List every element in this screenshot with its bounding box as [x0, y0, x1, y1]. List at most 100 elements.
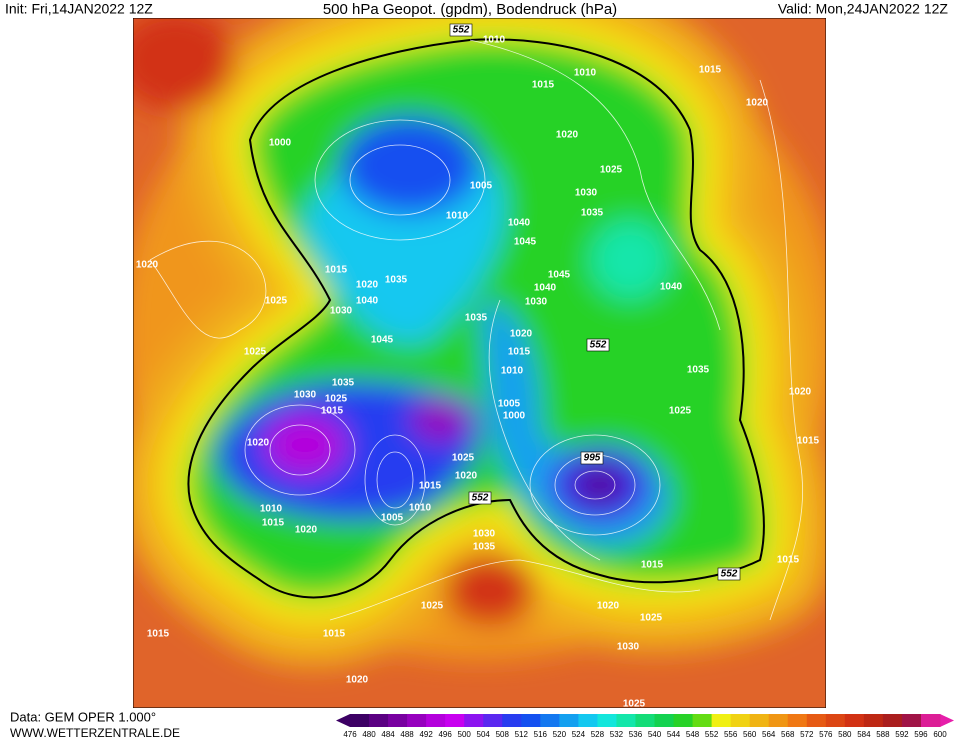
scale-swatch [350, 714, 370, 727]
scale-label: 536 [629, 730, 643, 739]
scale-swatch [540, 714, 560, 727]
scale-label: 576 [819, 730, 833, 739]
isobar-label: 1035 [385, 275, 408, 286]
isobar-label: 1020 [746, 98, 769, 109]
isobar-label: 1030 [473, 529, 496, 540]
isobar-label: 1025 [623, 699, 646, 710]
isobar-label: 552 [472, 493, 489, 504]
isobar-label: 1005 [381, 513, 404, 524]
isobar-label: 1040 [534, 283, 557, 294]
isobar-label: 1035 [465, 313, 488, 324]
scale-arrow-high [940, 714, 954, 727]
scale-label: 528 [591, 730, 605, 739]
scale-swatch [768, 714, 789, 727]
scale-swatch [559, 714, 579, 727]
contour-label-box [586, 338, 610, 352]
isobar-label: 1000 [269, 138, 292, 149]
isobar-label: 1010 [260, 504, 283, 515]
scale-swatch [407, 714, 427, 727]
isobar-label: 1025 [265, 296, 288, 307]
scale-swatch [369, 714, 389, 727]
scale-swatch [863, 714, 884, 727]
scale-label: 532 [610, 730, 624, 739]
scale-swatch [597, 714, 617, 727]
isobar-label: 552 [590, 340, 607, 351]
scale-label: 540 [648, 730, 662, 739]
scale-label: 516 [534, 730, 548, 739]
isobar-label: 1020 [510, 329, 533, 340]
scale-label: 572 [800, 730, 814, 739]
isobar-label: 1045 [371, 335, 394, 346]
isobar-label: 1015 [532, 80, 555, 91]
scale-label: 560 [743, 730, 757, 739]
scale-swatch [654, 714, 675, 727]
data-source: Data: GEM OPER 1.000° [10, 709, 156, 724]
isobar-label: 1015 [777, 555, 800, 566]
isobar-label: 552 [453, 25, 470, 36]
isobar-label: 1030 [525, 297, 548, 308]
scale-swatch [692, 714, 713, 727]
init-time: Init: Fri,14JAN2022 12Z [5, 1, 153, 17]
scale-label: 556 [724, 730, 738, 739]
isobar-label: 1015 [147, 629, 170, 640]
isobar-label: 1030 [294, 390, 317, 401]
isobar-label: 1020 [356, 280, 379, 291]
isobar-label: 1010 [446, 211, 469, 222]
isobar-labels: 552 1010 1010 1015 1020 1015 1000 1020 1025 1005 1… [136, 23, 820, 710]
scale-swatch [882, 714, 903, 727]
isobar-label: 1025 [244, 347, 267, 358]
isobar-label: 1025 [421, 601, 444, 612]
isobar-label: 1015 [325, 265, 348, 276]
scale-label: 520 [553, 730, 567, 739]
isobar-label: 1015 [641, 560, 664, 571]
contour-label-box [468, 491, 492, 505]
website: WWW.WETTERZENTRALE.DE [10, 726, 180, 740]
scale-label: 500 [458, 730, 472, 739]
valid-time: Valid: Mon,24JAN2022 12Z [778, 1, 949, 17]
isobar-label: 1040 [660, 282, 683, 293]
isobar-label: 1015 [321, 406, 344, 417]
scale-label: 552 [705, 730, 719, 739]
map-area: 552 1010 1010 1015 1020 1015 1000 1020 1025 1005 1… [133, 18, 826, 710]
contour-label-box [717, 567, 741, 581]
scale-swatch [920, 714, 941, 727]
scale-swatch [502, 714, 522, 727]
isobar-label: 1015 [797, 436, 820, 447]
isobar-label: 1025 [669, 406, 692, 417]
scale-label: 564 [762, 730, 776, 739]
isobar-label: 1020 [295, 525, 318, 536]
scale-swatch [711, 714, 732, 727]
scale-swatch [616, 714, 636, 727]
isobar-label: 1035 [473, 542, 496, 553]
scale-label: 568 [781, 730, 795, 739]
isobar-label: 1005 [498, 399, 521, 410]
isobar-label: 1040 [508, 218, 531, 229]
scale-swatch [673, 714, 694, 727]
isobar-label: 1030 [575, 188, 598, 199]
isobar-label: 1020 [789, 387, 812, 398]
isobar-label: 1015 [508, 347, 531, 358]
scale-label: 512 [515, 730, 529, 739]
isobar-label: 1030 [330, 306, 353, 317]
scale-swatch [901, 714, 922, 727]
contour-label-box [580, 451, 604, 465]
scale-swatch [578, 714, 598, 727]
scale-swatch [483, 714, 503, 727]
isobar-label: 995 [584, 453, 601, 464]
isobar-label: 1040 [356, 296, 379, 307]
scale-swatch [844, 714, 865, 727]
isobar-label: 1025 [452, 453, 475, 464]
scale-label: 600 [933, 730, 947, 739]
isobar-label: 1010 [409, 503, 432, 514]
isobar-label: 1015 [699, 65, 722, 76]
scale-label: 588 [876, 730, 890, 739]
isobar-label: 1020 [346, 675, 369, 686]
scale-label: 548 [686, 730, 700, 739]
isobar-label: 1035 [581, 208, 604, 219]
scale-swatch [426, 714, 446, 727]
isobar-label: 1015 [323, 629, 346, 640]
scale-label: 544 [667, 730, 681, 739]
scale-label: 492 [419, 730, 433, 739]
isobar-label: 552 [721, 569, 738, 580]
